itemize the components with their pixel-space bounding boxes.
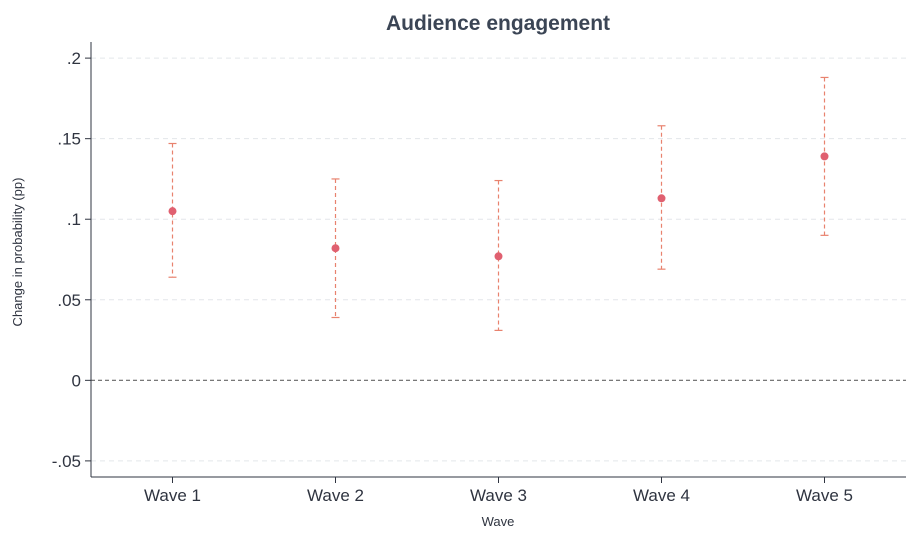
axes: -.05 0 .05 .1 .15 .2 Wave 1 Wave 2 Wave 3 Wave 4 W…	[52, 42, 906, 505]
data-point	[494, 252, 503, 261]
y-axis-label: Change in probability (pp)	[10, 178, 25, 327]
chart-title: Audience engagement	[386, 12, 610, 35]
x-tick-label: Wave 4	[633, 486, 690, 505]
data-point	[657, 194, 666, 203]
y-tick-label: .1	[67, 210, 81, 229]
data-point	[168, 207, 177, 216]
x-axis-label: Wave	[482, 514, 515, 529]
x-tick-label: Wave 1	[144, 486, 201, 505]
data-layer	[168, 76, 829, 331]
y-tick-label: .05	[57, 291, 81, 310]
x-tick-label: Wave 2	[307, 486, 364, 505]
y-tick-label: 0	[72, 371, 81, 390]
y-tick-label: .15	[57, 130, 81, 149]
x-tick-label: Wave 3	[470, 486, 527, 505]
data-point	[820, 152, 829, 161]
y-tick-label: -.05	[52, 452, 81, 471]
data-point	[331, 244, 340, 253]
x-tick-label: Wave 5	[796, 486, 853, 505]
y-tick-label: .2	[67, 49, 81, 68]
